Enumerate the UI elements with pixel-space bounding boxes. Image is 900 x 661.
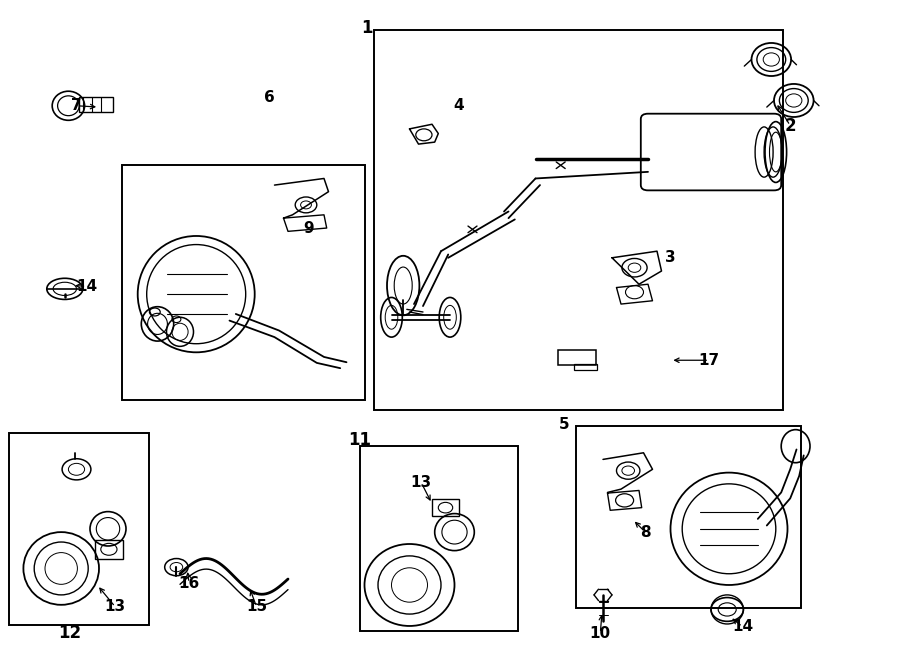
- Text: 12: 12: [58, 624, 81, 642]
- Bar: [9, 433, 148, 625]
- Text: 16: 16: [178, 576, 200, 590]
- Text: 14: 14: [732, 619, 753, 634]
- Bar: [94, 540, 123, 559]
- Text: 2: 2: [785, 116, 796, 135]
- Bar: [122, 165, 365, 400]
- Text: 4: 4: [454, 98, 464, 113]
- Bar: [374, 30, 783, 410]
- Text: 1: 1: [362, 19, 373, 38]
- Text: 13: 13: [104, 600, 126, 614]
- Text: 5: 5: [559, 417, 570, 432]
- Text: 15: 15: [246, 600, 267, 614]
- Text: 3: 3: [665, 251, 676, 265]
- Bar: [574, 364, 597, 370]
- Text: 17: 17: [698, 353, 720, 368]
- Text: 7: 7: [71, 98, 82, 113]
- Bar: [360, 446, 518, 631]
- Text: 9: 9: [303, 221, 314, 235]
- Bar: [558, 350, 596, 365]
- Bar: [79, 97, 113, 112]
- Text: 11: 11: [348, 430, 372, 449]
- Text: 10: 10: [590, 626, 611, 641]
- Text: 6: 6: [264, 90, 274, 104]
- Text: 8: 8: [640, 525, 651, 539]
- Bar: [576, 426, 801, 608]
- Bar: [432, 499, 459, 516]
- Text: 14: 14: [76, 279, 97, 293]
- Text: 13: 13: [410, 475, 432, 490]
